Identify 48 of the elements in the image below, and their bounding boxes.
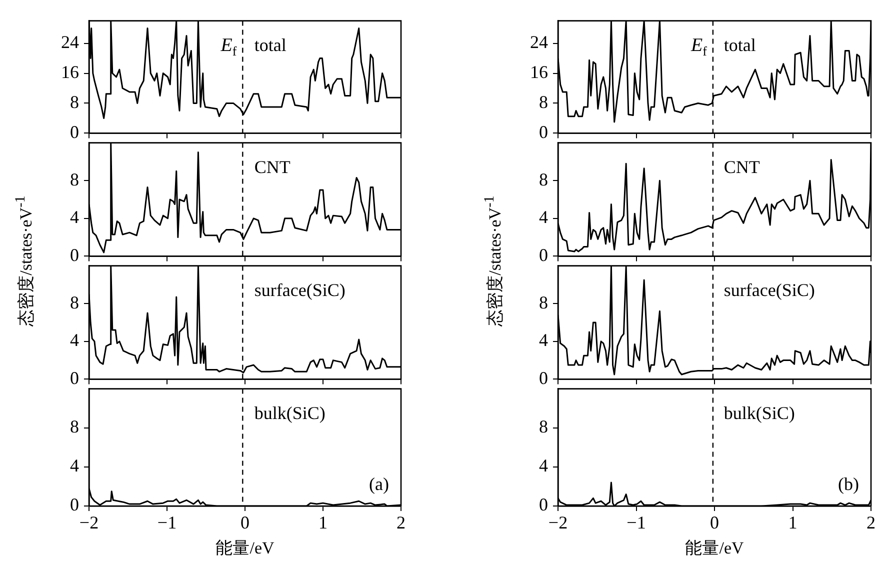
annotation: surface(SiC) bbox=[254, 280, 346, 300]
y-tick-label: 16 bbox=[61, 62, 79, 82]
y-tick-label: 24 bbox=[61, 32, 79, 52]
y-tick-label: 0 bbox=[539, 494, 548, 515]
x-tick-label: 2 bbox=[396, 512, 406, 533]
y-tick-label: 16 bbox=[530, 62, 548, 82]
y-tick-label: 8 bbox=[539, 292, 548, 312]
annotation: bulk(SiC) bbox=[254, 402, 326, 423]
x-axis-title: 能量/eV bbox=[216, 538, 275, 558]
annotation: bulk(SiC) bbox=[724, 402, 795, 423]
y-tick-label: 4 bbox=[539, 456, 548, 476]
x-tick-label: 0 bbox=[240, 512, 250, 533]
y-tick-label: 0 bbox=[70, 368, 79, 388]
x-tick-label: −1 bbox=[626, 512, 646, 533]
y-tick-label: 4 bbox=[539, 330, 548, 350]
y-tick-label: 4 bbox=[70, 330, 79, 350]
x-tick-label: 1 bbox=[318, 512, 328, 533]
annotation: surface(SiC) bbox=[724, 280, 815, 300]
y-tick-label: 4 bbox=[70, 207, 79, 228]
x-tick-label: 0 bbox=[710, 512, 719, 533]
x-tick-label: 1 bbox=[788, 512, 798, 533]
y-tick-label: 8 bbox=[70, 169, 79, 190]
y-tick-label: 8 bbox=[70, 416, 79, 437]
x-tick-label: −2 bbox=[79, 512, 99, 533]
y-tick-label: 8 bbox=[70, 92, 79, 112]
y-tick-label: 0 bbox=[539, 244, 548, 265]
y-tick-label: 4 bbox=[70, 456, 79, 476]
y-tick-label: 8 bbox=[539, 92, 548, 112]
y-tick-label: 8 bbox=[539, 169, 548, 190]
x-tick-label: 2 bbox=[866, 512, 876, 533]
y-tick-label: 0 bbox=[539, 368, 548, 388]
annotation: CNT bbox=[724, 156, 760, 177]
x-tick-label: −2 bbox=[548, 512, 568, 533]
y-tick-label: 8 bbox=[539, 416, 548, 437]
y-tick-label: 24 bbox=[530, 32, 548, 52]
annotation: CNT bbox=[254, 156, 290, 177]
annotation: total bbox=[254, 34, 286, 55]
y-tick-label: 8 bbox=[70, 292, 79, 312]
y-tick-label: 0 bbox=[70, 494, 79, 515]
y-tick-label: 0 bbox=[70, 244, 79, 265]
y-tick-label: 0 bbox=[70, 122, 79, 142]
x-tick-label: −1 bbox=[157, 512, 177, 533]
x-axis-title: 能量/eV bbox=[685, 538, 744, 558]
annotation: (a) bbox=[369, 474, 390, 494]
annotation: total bbox=[724, 34, 756, 55]
y-tick-label: 0 bbox=[539, 122, 548, 142]
y-tick-label: 4 bbox=[539, 207, 548, 228]
annotation: (b) bbox=[838, 474, 860, 494]
